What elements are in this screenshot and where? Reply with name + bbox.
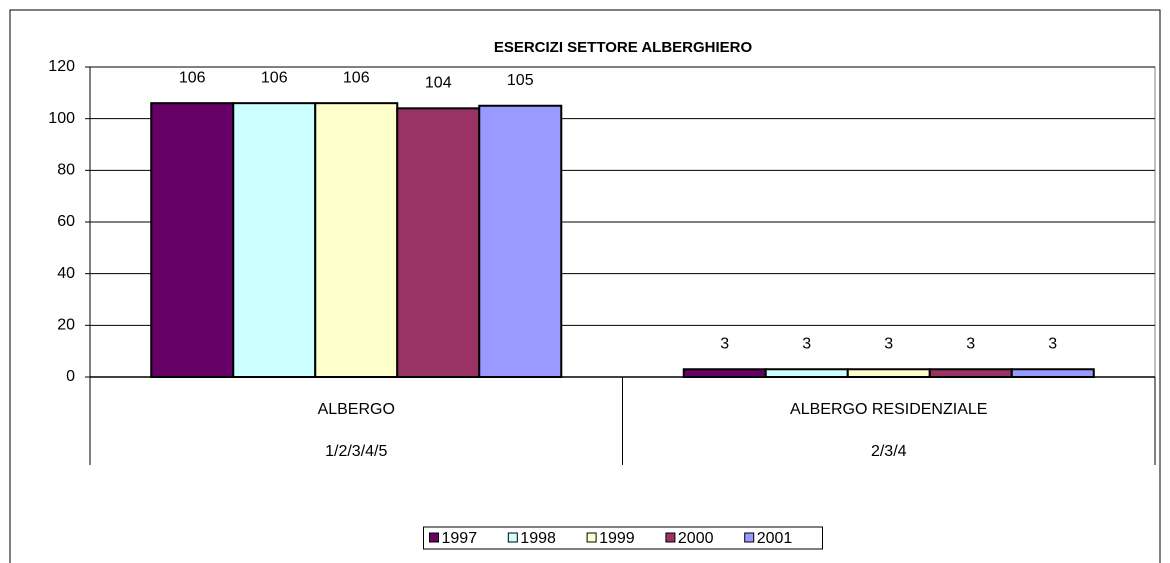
data-label: 106 [179,69,206,86]
bar [232,102,317,379]
bar [928,368,1013,378]
x-subtick-label: 2/3/4 [871,443,907,460]
x-tick-label: ALBERGO RESIDENZIALE [790,401,987,418]
data-label: 3 [1048,335,1057,352]
bar [478,104,563,378]
bar [1010,368,1095,378]
legend-label: 2000 [678,530,714,547]
y-tick-label: 40 [57,265,75,282]
legend-label: 1998 [520,530,556,547]
data-label: 106 [261,69,288,86]
legend-label: 1999 [599,530,635,547]
legend-swatch [665,532,676,543]
y-tick-label: 0 [66,368,75,385]
y-tick-label: 60 [57,213,75,230]
data-label: 3 [802,335,811,352]
legend-swatch [744,532,755,543]
bar [396,107,481,378]
bar [150,102,235,379]
legend-swatch [586,532,597,543]
y-tick-label: 100 [48,110,75,127]
y-tick-label: 120 [48,58,75,75]
bar [764,368,849,378]
y-tick-label: 80 [57,162,75,179]
bar [682,368,767,378]
legend-swatch [507,532,518,543]
bar [846,368,931,378]
y-tick-label: 20 [57,317,75,334]
chart-border [9,9,1161,563]
data-label: 106 [343,69,370,86]
data-label: 105 [507,72,534,89]
legend-label: 1997 [442,530,478,547]
chart-title: ESERCIZI SETTORE ALBERGHIERO [494,39,753,56]
x-subtick-label: 1/2/3/4/5 [325,443,387,460]
bar [314,102,399,379]
data-label: 3 [720,335,729,352]
legend-label: 2001 [757,530,793,547]
legend-box [423,526,823,550]
legend-swatch [429,532,439,543]
data-label: 104 [425,75,452,92]
x-tick-label: ALBERGO [318,401,395,418]
data-label: 3 [966,335,975,352]
data-label: 3 [884,335,893,352]
